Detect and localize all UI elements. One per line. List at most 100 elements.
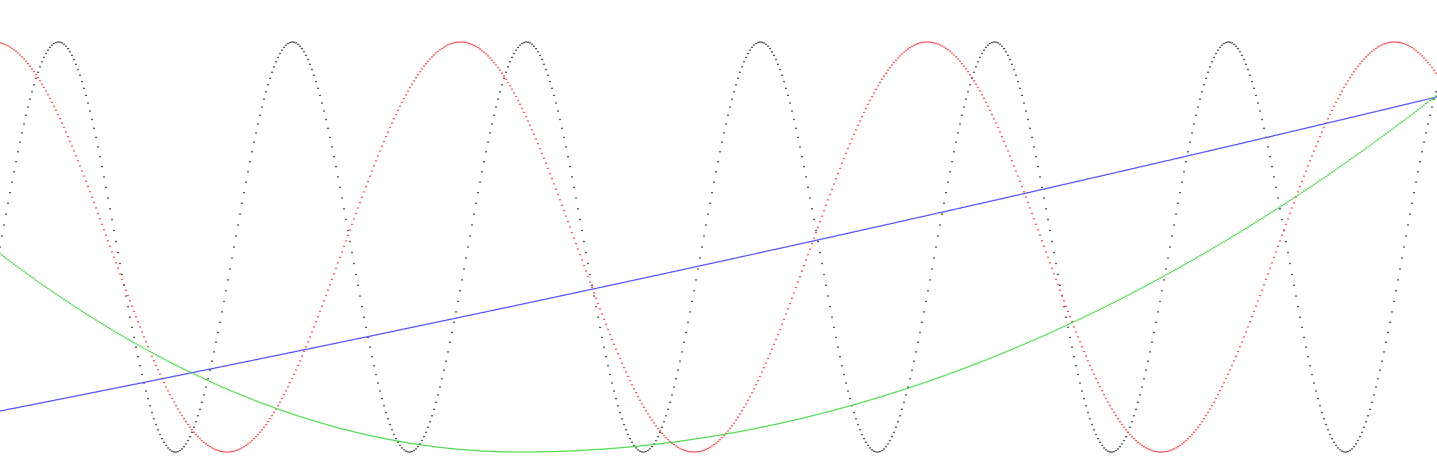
data-point	[309, 336, 311, 338]
data-point	[939, 376, 941, 378]
data-point	[471, 224, 473, 226]
data-point	[147, 345, 149, 348]
data-point	[589, 273, 591, 276]
data-point	[799, 243, 801, 245]
data-point	[923, 41, 925, 43]
data-point	[101, 223, 103, 225]
data-point	[905, 49, 907, 52]
data-point	[713, 262, 715, 264]
data-point	[1305, 346, 1307, 348]
data-point	[103, 324, 105, 326]
data-point	[257, 123, 259, 125]
data-point	[91, 118, 93, 121]
data-point	[539, 299, 541, 302]
data-point	[423, 435, 425, 438]
data-point	[1395, 125, 1397, 128]
data-point	[59, 41, 61, 43]
data-point	[1359, 151, 1361, 154]
data-point	[775, 338, 777, 341]
data-point	[1257, 138, 1259, 141]
data-point	[1223, 42, 1225, 45]
data-point	[163, 441, 165, 444]
data-point	[851, 404, 853, 406]
data-point	[249, 360, 251, 362]
data-point	[357, 284, 359, 287]
data-point	[705, 224, 707, 226]
data-point	[57, 41, 59, 43]
data-point	[1361, 114, 1363, 116]
data-point	[405, 93, 407, 96]
data-point	[193, 426, 195, 428]
data-point	[1063, 300, 1065, 302]
data-point	[1419, 100, 1421, 102]
data-point	[1213, 246, 1215, 249]
data-point	[691, 300, 693, 303]
data-point	[141, 346, 143, 348]
data-point	[893, 61, 895, 64]
data-point	[875, 226, 877, 228]
data-point	[881, 395, 883, 398]
data-point	[89, 191, 91, 193]
data-point	[865, 400, 867, 402]
data-point	[1275, 251, 1277, 253]
data-point	[739, 430, 741, 433]
data-point	[695, 451, 697, 453]
data-point	[447, 319, 449, 321]
data-point	[591, 286, 593, 289]
data-point	[647, 413, 649, 415]
data-point	[1113, 450, 1115, 453]
data-point	[837, 234, 839, 237]
data-point	[207, 368, 209, 371]
data-point	[1261, 118, 1263, 121]
data-point	[89, 315, 91, 318]
data-point	[7, 258, 9, 261]
data-point	[83, 311, 85, 314]
data-point	[725, 259, 727, 261]
data-point	[165, 385, 167, 388]
data-point	[473, 313, 475, 316]
data-point	[787, 94, 789, 97]
data-point	[745, 254, 747, 257]
data-point	[307, 58, 309, 61]
data-point	[765, 425, 767, 428]
data-point	[1317, 181, 1319, 183]
data-point	[567, 293, 569, 296]
data-point	[377, 382, 379, 384]
data-point	[1121, 443, 1123, 445]
data-point	[939, 211, 941, 214]
data-point	[1209, 249, 1211, 251]
data-point	[1069, 315, 1071, 318]
data-point	[559, 450, 561, 453]
data-point	[1429, 114, 1431, 116]
data-point	[309, 347, 311, 350]
data-point	[569, 165, 571, 168]
data-point	[1099, 441, 1101, 444]
data-point	[403, 97, 405, 100]
data-point	[701, 264, 703, 267]
data-point	[719, 150, 721, 153]
data-point	[1417, 51, 1419, 53]
data-point	[1399, 105, 1401, 107]
data-point	[237, 224, 239, 226]
data-point	[755, 42, 757, 45]
data-point	[355, 212, 357, 215]
data-point	[1327, 122, 1329, 124]
data-point	[761, 371, 763, 373]
data-point	[1141, 444, 1143, 447]
data-point	[969, 73, 971, 76]
data-point	[41, 401, 43, 404]
data-point	[1225, 41, 1227, 44]
data-point	[97, 390, 99, 393]
data-point	[409, 86, 411, 89]
data-point	[1285, 202, 1287, 204]
data-point	[891, 392, 893, 395]
data-point	[501, 451, 503, 453]
data-point	[773, 423, 775, 426]
data-point	[1269, 155, 1271, 158]
data-point	[525, 115, 527, 118]
data-point	[1183, 264, 1185, 266]
data-point	[731, 432, 733, 434]
data-point	[245, 444, 247, 447]
data-point	[1385, 108, 1387, 110]
data-point	[263, 357, 265, 359]
